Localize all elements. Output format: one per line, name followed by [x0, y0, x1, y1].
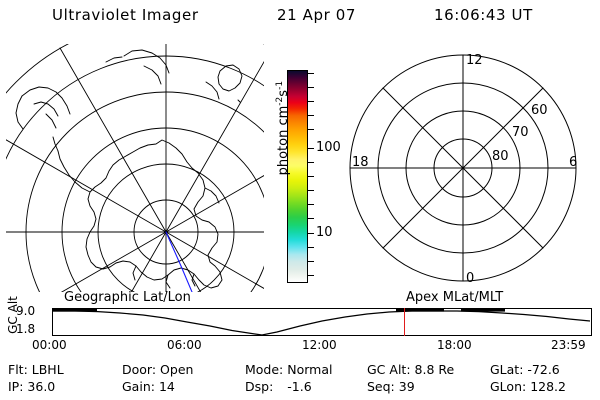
status-gain: Gain: 14: [122, 379, 175, 394]
observation-time: 16:06:43 UT: [434, 6, 533, 24]
solar-terminator-line: [165, 231, 193, 292]
coverage-bar: [461, 309, 505, 312]
status-glon-value: 128.2: [530, 379, 566, 394]
intensity-colorbar: 100 10 photon cm-2s-1: [266, 60, 341, 292]
strip-title-apex: Apex MLat/MLT: [406, 290, 504, 305]
colorbar-gradient: [287, 70, 308, 283]
status-door-label: Door:: [122, 362, 157, 377]
gc-alt-trace: [53, 310, 591, 335]
apex-magnetic-panel[interactable]: 12 6 0 18 60 70 80: [332, 44, 594, 292]
status-mode-label: Mode:: [245, 362, 284, 377]
colorbar-tick: [308, 115, 314, 116]
colorbar-axis-label: photon cm-2s-1: [275, 53, 291, 203]
mlat-label-70: 70: [512, 125, 529, 140]
status-dsp: Dsp: -1.6: [245, 379, 312, 394]
status-door-value: Open: [160, 362, 194, 377]
colorbar-tick: [308, 73, 314, 74]
strip-xtick-1200: 12:00: [302, 338, 337, 352]
status-gcalt: GC Alt: 8.8 Re: [367, 362, 454, 377]
south-america-coastline: [15, 86, 71, 130]
geo-lon-meridians: [6, 44, 264, 292]
geo-lat-circle: [6, 44, 264, 94]
strip-xtick-2359: 23:59: [551, 338, 586, 352]
colorbar-axis-label-mid: s: [276, 89, 292, 97]
colorbar-tick: [308, 190, 314, 191]
status-glon: GLon: 128.2: [490, 379, 566, 394]
colorbar-tick: [308, 176, 314, 177]
geo-lat-circle: [6, 55, 264, 160]
geo-lat-circle: [25, 91, 264, 292]
colorbar-tick: [308, 162, 314, 163]
colorbar-tick: [308, 101, 314, 102]
header-bar: Ultraviolet Imager 21 Apr 07 16:06:43 UT: [0, 6, 600, 32]
status-ip-value: 36.0: [27, 379, 56, 394]
colorbar-tick: [308, 275, 314, 276]
colorbar-tick-major: [308, 233, 314, 234]
observation-date: 21 Apr 07: [277, 6, 357, 24]
status-gain-label: Gain:: [122, 379, 155, 394]
strip-ytick-max: 9.0: [16, 304, 36, 318]
colorbar-tick: [308, 129, 314, 130]
coverage-bar: [53, 309, 97, 312]
strip-plot-canvas: [53, 309, 591, 335]
colorbar-axis-exp-2: -1: [274, 80, 285, 90]
status-glat-label: GLat:: [490, 362, 524, 377]
status-dsp-label: Dsp:: [245, 379, 274, 394]
instrument-title: Ultraviolet Imager: [52, 6, 199, 24]
colorbar-axis-exp-1: -2: [274, 96, 285, 106]
mlat-label-60: 60: [531, 103, 548, 118]
colorbar-tick: [308, 247, 314, 248]
mlt-label-12: 12: [466, 53, 483, 68]
status-ip-label: IP:: [8, 379, 24, 394]
status-gcalt-value: 8.8 Re: [414, 362, 455, 377]
mlat-label-80: 80: [492, 149, 509, 164]
colorbar-axis-label-main: photon cm: [276, 105, 292, 176]
status-gcalt-label: GC Alt:: [367, 362, 411, 377]
colorbar-tick: [308, 204, 314, 205]
status-mode: Mode: Normal: [245, 362, 333, 377]
status-flt-label: Flt:: [8, 362, 28, 377]
apex-polar-plot: 12 6 0 18 60 70 80: [349, 53, 577, 286]
status-flt-value: LBHL: [31, 362, 64, 377]
orbit-altitude-strip-plot[interactable]: Geographic Lat/Lon Apex MLat/MLT GC Alt …: [0, 290, 600, 354]
status-door: Door: Open: [122, 362, 193, 377]
status-seq: Seq: 39: [367, 379, 415, 394]
status-glon-label: GLon:: [490, 379, 527, 394]
antarctica-coastline: [52, 136, 223, 289]
mlt-label-6: 6: [569, 155, 577, 170]
australia-coastline: [105, 49, 170, 85]
status-ip: IP: 36.0: [8, 379, 55, 394]
status-gain-value: 14: [158, 379, 175, 394]
strip-xtick-0600: 06:00: [167, 338, 202, 352]
strip-title-geographic: Geographic Lat/Lon: [64, 290, 191, 305]
colorbar-tick: [308, 87, 314, 88]
geographic-image-panel[interactable]: [6, 44, 264, 292]
geographic-polar-plot: [6, 44, 264, 292]
colorbar-tick-major: [308, 148, 314, 149]
status-bar: Flt: LBHL Door: Open Mode: Normal GC Alt…: [0, 362, 600, 398]
colorbar-label-100: 100: [316, 140, 341, 155]
coverage-bar: [396, 309, 444, 312]
strip-plot-frame[interactable]: [52, 308, 592, 336]
status-mode-value: Normal: [287, 362, 333, 377]
new-zealand-coastline: [205, 64, 243, 103]
status-glat-value: -72.6: [527, 362, 560, 377]
strip-ytick-min: 1.8: [16, 322, 36, 336]
mlt-label-0: 0: [466, 271, 474, 286]
status-seq-label: Seq:: [367, 379, 395, 394]
status-dsp-value: -1.6: [287, 379, 312, 394]
colorbar-tick: [308, 261, 314, 262]
colorbar-label-10: 10: [316, 225, 333, 240]
mlt-axis-diag-b: [382, 87, 544, 249]
colorbar-tick: [308, 218, 314, 219]
current-time-marker: [404, 308, 405, 336]
mlt-label-18: 18: [352, 155, 369, 170]
strip-xtick-1800: 18:00: [437, 338, 472, 352]
strip-xtick-0000: 00:00: [32, 338, 67, 352]
status-flt: Flt: LBHL: [8, 362, 64, 377]
status-seq-value: 39: [398, 379, 415, 394]
status-glat: GLat: -72.6: [490, 362, 560, 377]
